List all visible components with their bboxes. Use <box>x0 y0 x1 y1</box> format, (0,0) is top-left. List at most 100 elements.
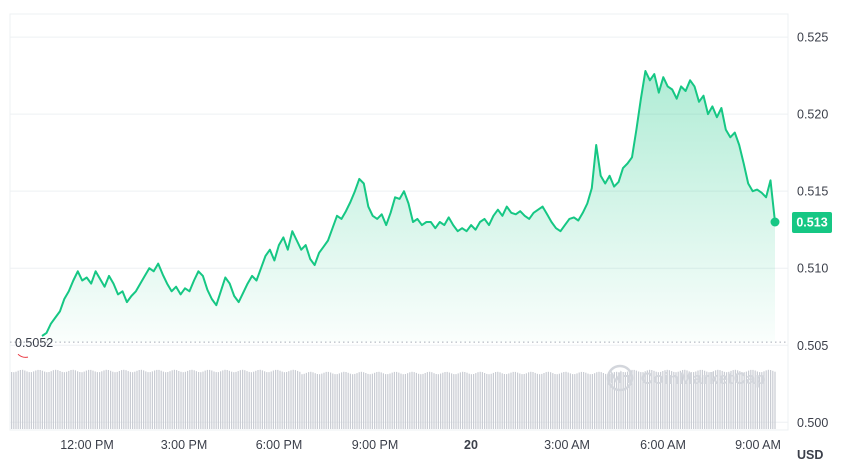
volume-bar <box>470 374 472 429</box>
volume-bar <box>679 370 681 429</box>
volume-bar <box>338 373 340 429</box>
volume-bar <box>534 372 536 429</box>
volume-bar <box>495 372 497 429</box>
volume-bar <box>145 371 147 429</box>
volume-bar <box>332 373 334 429</box>
volume-bar <box>629 370 631 429</box>
volume-bar <box>578 372 580 429</box>
volume-bar <box>242 369 244 429</box>
volume-bar <box>514 371 516 429</box>
x-tick-label: 3:00 AM <box>544 438 590 452</box>
volume-bar <box>662 371 664 429</box>
volume-bar <box>477 372 479 429</box>
volume-bar <box>646 370 648 429</box>
price-area <box>41 70 776 343</box>
volume-bar <box>444 372 446 429</box>
volume-bar <box>385 374 387 429</box>
y-tick-label: 0.500 <box>797 416 828 430</box>
volume-bar <box>552 373 554 429</box>
volume-bar <box>743 372 745 429</box>
volume-bar <box>525 373 527 429</box>
volume-bar <box>770 370 772 429</box>
volume-bar <box>708 372 710 429</box>
volume-bar <box>261 370 263 429</box>
volume-bar <box>420 374 422 429</box>
volume-bar <box>543 373 545 429</box>
unit-label: USD <box>797 448 823 462</box>
volume-bar <box>341 372 343 429</box>
x-tick-label: 9:00 PM <box>352 438 399 452</box>
volume-bar <box>712 371 714 429</box>
volume-bar <box>627 371 629 429</box>
volume-bar <box>277 369 279 429</box>
volume-bar <box>244 370 246 429</box>
volume-bar <box>121 370 123 429</box>
volume-bar <box>426 372 428 429</box>
volume-bar <box>763 371 765 429</box>
volume-bar <box>739 371 741 429</box>
volume-bar <box>668 370 670 429</box>
volume-bar <box>576 373 578 429</box>
y-tick-label: 0.505 <box>797 339 828 353</box>
volume-bar <box>154 370 156 429</box>
price-series-line <box>41 70 776 337</box>
volume-bar <box>101 371 103 429</box>
volume-bar <box>602 373 604 429</box>
volume-bar <box>290 370 292 429</box>
volume-bar <box>704 370 706 429</box>
volume-bar <box>475 373 477 429</box>
volume-bar <box>699 369 701 429</box>
volume-bar <box>649 369 651 429</box>
volume-bar <box>156 369 158 429</box>
volume-bar <box>37 369 39 429</box>
volume-bar <box>270 371 272 429</box>
volume-bar <box>107 370 109 429</box>
volume-bar <box>589 374 591 429</box>
volume-bar <box>759 372 761 429</box>
volume-bar <box>664 370 666 429</box>
volume-bar <box>41 370 43 429</box>
volume-bar <box>191 369 193 429</box>
volume-bar <box>635 370 637 429</box>
volume-bar <box>253 371 255 429</box>
volume-bar <box>85 370 87 429</box>
volume-bar <box>246 371 248 429</box>
volume-bar <box>204 370 206 429</box>
volume-bar <box>77 371 79 429</box>
volume-bar <box>734 369 736 429</box>
volume-bar <box>618 372 620 429</box>
volume-bar <box>446 371 448 429</box>
volume-bar <box>486 373 488 429</box>
volume-bar <box>330 372 332 429</box>
volume-bar <box>415 372 417 429</box>
volume-bar <box>250 372 252 429</box>
volume-bar <box>532 372 534 429</box>
volume-bar <box>572 374 574 429</box>
volume-bar <box>666 369 668 429</box>
volume-bar <box>413 372 415 429</box>
volume-bar <box>490 373 492 429</box>
volume-bar <box>481 372 483 429</box>
volume-bar <box>127 371 129 429</box>
volume-bar <box>501 373 503 429</box>
volume-bar <box>429 371 431 429</box>
volume-bar <box>437 374 439 429</box>
volume-bar <box>613 372 615 429</box>
volume-bar <box>279 370 281 429</box>
volume-bar <box>750 369 752 429</box>
volume-bar <box>730 370 732 429</box>
volume-bar <box>200 372 202 429</box>
volume-bar <box>24 370 26 429</box>
volume-bar <box>74 370 76 429</box>
volume-bar <box>358 372 360 429</box>
volume-bar <box>596 372 598 429</box>
volume-bar <box>94 371 96 429</box>
volume-bar <box>55 369 57 429</box>
volume-bar <box>688 371 690 429</box>
volume-bar <box>314 373 316 429</box>
volume-bar <box>123 369 125 429</box>
volume-bar <box>655 371 657 429</box>
volume-bar <box>70 370 72 429</box>
volume-bar <box>57 370 59 429</box>
volume-bar <box>411 371 413 429</box>
